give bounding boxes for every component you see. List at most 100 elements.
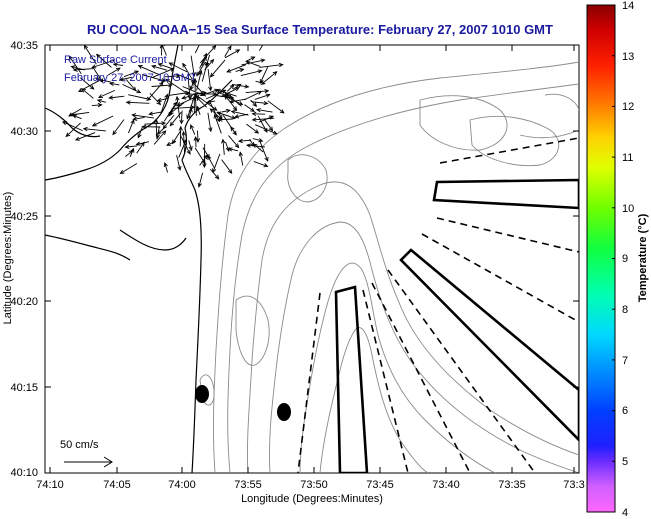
current-vector-arrow [252,138,263,142]
current-vector-arrow [229,95,235,100]
current-vector-arrow [92,115,114,127]
current-vector-arrow [188,108,192,119]
current-vector-arrow [250,107,255,112]
current-vector-arrow [156,97,162,103]
current-vector-arrow [137,126,144,138]
current-vector-arrow [238,151,243,157]
current-vector-arrow [125,79,137,91]
current-vector-arrow [165,78,170,84]
colorbar-label: Temperature (°C) [637,213,649,302]
current-vector-arrow [230,102,237,111]
temperature-colorbar [586,4,616,513]
current-vector-arrow [131,113,137,118]
current-vector-arrow [209,168,220,180]
current-vector-arrow [208,86,213,92]
current-vector-arrow [193,135,198,141]
current-vector-arrow [99,78,104,84]
current-vector-arrow [203,154,208,160]
current-vector-arrow [98,89,115,98]
current-vector-arrow [95,78,112,83]
current-vector-arrow [220,87,240,98]
current-vector-arrow [212,91,218,97]
y-tick-label: 40:10 [10,467,38,479]
current-vector-arrow [164,162,169,173]
colorbar-tick-label: 5 [622,456,628,468]
current-vector-arrow [68,55,74,61]
current-vector-arrow [81,88,94,99]
current-vector-arrow [81,88,87,93]
current-vector-arrow [223,95,229,100]
current-vector-arrow [216,117,220,123]
current-vector-arrow [216,91,228,97]
current-vector-arrow [70,65,76,70]
current-vector-arrow [118,77,125,82]
scale-label: 50 cm/s [60,439,99,451]
current-vector-arrow [196,71,201,77]
current-vector-arrow [166,141,171,146]
current-vector-arrow [148,111,154,116]
current-vector-arrow [113,63,124,66]
x-tick-label: 73:3 [563,479,584,491]
current-vector-arrow [225,141,230,152]
current-vector-arrow [225,108,231,114]
current-vector-arrow [251,117,257,122]
current-vector-arrow [265,93,271,98]
current-vector-arrow [218,118,234,121]
current-vector-arrow [227,45,232,51]
current-vector-arrow [181,95,187,100]
current-vector-arrow [259,64,283,68]
current-vector-arrow [246,61,261,67]
current-vector-arrow [232,130,237,136]
current-vector-arrow [132,116,138,121]
current-vector-arrow [71,66,85,71]
current-vector-arrow [136,142,145,154]
current-vector-arrow [258,138,264,143]
current-vector-arrow [253,161,268,167]
axis-ticks [45,44,579,474]
current-vector-arrow [177,165,182,171]
current-vector-arrow [199,154,208,166]
x-tick-label: 74:05 [103,479,131,491]
current-vector-arrow [151,64,157,69]
current-vector-arrow [210,59,226,78]
current-vector-arrow [91,64,97,69]
current-vector-arrow [137,65,143,69]
current-vector-arrow [243,91,262,101]
current-vector-arrow [115,67,121,72]
current-vector-arrow [133,116,145,120]
current-vector-arrow [253,143,264,153]
current-vector-arrow [210,108,221,119]
current-vector-arrow [164,75,180,78]
colorbar-tick-label: 8 [622,304,628,316]
current-vector-arrow [208,127,213,133]
current-vector-arrow [279,109,285,114]
current-vector-arrow [213,113,218,119]
current-vector-arrow [162,114,175,129]
current-vector-arrow [188,146,193,152]
legend-line-2: February 27, 2007 10 GMT [64,72,197,84]
current-vector-arrow [112,119,125,135]
current-vector-arrow [209,72,215,78]
radar-beam-east [399,248,579,442]
current-vector-arrow [190,124,194,130]
current-vector-arrow [246,123,259,134]
current-vector-arrow [184,91,190,96]
current-vector-arrow [180,136,191,155]
current-vector-arrow [96,98,102,104]
current-vector-arrow [109,81,115,86]
colorbar-tick-label: 6 [622,405,628,417]
current-vector-arrow [95,53,101,59]
current-vector-arrow [188,140,193,151]
current-vector-arrow [226,84,235,92]
current-vector-arrow [179,126,182,147]
x-axis-label: Longitude (Degrees:Minutes) [241,493,383,505]
x-tick-labels: 74:10 74:05 74:00 73:55 73:50 73:45 73:4… [36,479,584,491]
current-vector-arrow [190,124,196,135]
current-vector-arrow [263,101,269,106]
current-vector-arrow [264,156,269,162]
current-vector-arrow [278,62,284,68]
current-vector-arrow [216,89,237,97]
current-vector-arrow [191,80,197,86]
current-vector-arrow [169,67,175,72]
current-vector-arrow [268,126,274,132]
